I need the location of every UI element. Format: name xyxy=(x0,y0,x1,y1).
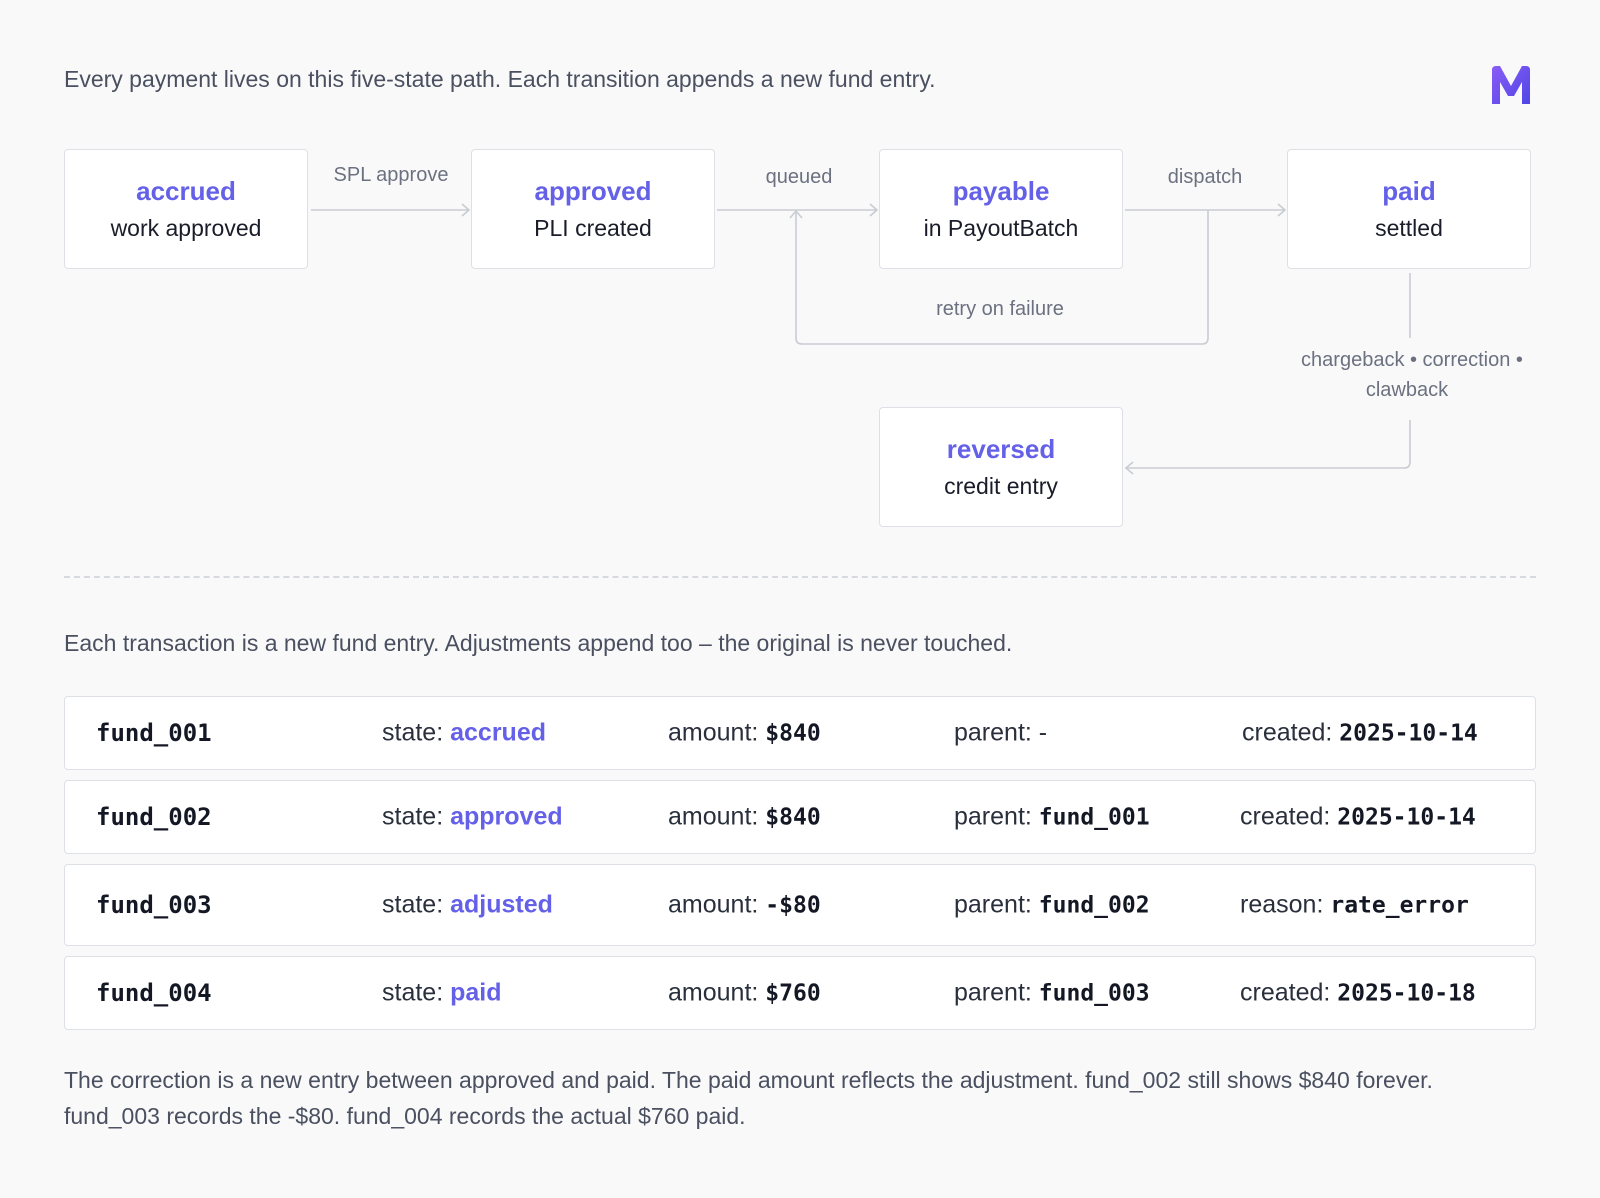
fund-id: fund_002 xyxy=(96,803,212,831)
created-value: 2025-10-14 xyxy=(1337,804,1476,831)
fund-id: fund_004 xyxy=(96,979,212,1007)
created-field: created: 2025-10-18 xyxy=(1240,978,1476,1007)
label-spl-approve: SPL approve xyxy=(333,164,449,186)
ledger-footnote: The correction is a new entry between ap… xyxy=(64,1067,1433,1129)
parent-value: fund_003 xyxy=(1038,980,1150,1007)
state-paid: paid settled xyxy=(1287,149,1531,269)
created-field: created: 2025-10-14 xyxy=(1240,802,1476,831)
state-name: approved xyxy=(534,176,652,206)
state-description: credit entry xyxy=(944,473,1058,499)
state-value: adjusted xyxy=(450,890,553,919)
state-name: payable xyxy=(952,176,1050,206)
created-value: 2025-10-14 xyxy=(1339,720,1478,747)
state-description: work approved xyxy=(110,215,262,241)
amount-value: $840 xyxy=(765,804,821,831)
state-description: in PayoutBatch xyxy=(923,215,1079,241)
reason-field: reason: rate_error xyxy=(1240,890,1469,919)
brand-logo xyxy=(1492,66,1530,104)
amount-field: amount: $760 xyxy=(668,978,821,1007)
amount-value: $840 xyxy=(765,720,821,747)
parent-value: fund_001 xyxy=(1038,804,1150,831)
label-dispatch: dispatch xyxy=(1167,166,1243,188)
state-description: settled xyxy=(1375,215,1443,241)
diagram-intro: Every payment lives on this five-state p… xyxy=(64,66,936,92)
reason-value: rate_error xyxy=(1330,892,1469,919)
amount-value: -$80 xyxy=(765,892,821,919)
parent-field: parent: fund_002 xyxy=(954,890,1150,919)
state-field: state: approved xyxy=(382,802,563,831)
state-payable: payable in PayoutBatch xyxy=(879,149,1123,269)
amount-value: $760 xyxy=(765,980,821,1007)
parent-field: parent: - xyxy=(954,718,1048,747)
label-queued: queued xyxy=(765,166,833,188)
ledger-row: fund_002 state: approved amount: $840 pa… xyxy=(64,780,1536,854)
label-retry: retry on failure xyxy=(936,298,1064,320)
parent-value: - xyxy=(1038,718,1048,747)
fund-id: fund_001 xyxy=(96,719,212,747)
state-name: accrued xyxy=(136,176,236,206)
state-accrued: accrued work approved xyxy=(64,149,308,269)
amount-field: amount: $840 xyxy=(668,802,821,831)
parent-field: parent: fund_001 xyxy=(954,802,1150,831)
state-field: state: adjusted xyxy=(382,890,553,919)
amount-field: amount: $840 xyxy=(668,718,821,747)
state-reversed: reversed credit entry xyxy=(879,407,1123,527)
state-value: paid xyxy=(450,978,502,1007)
created-field: created: 2025-10-14 xyxy=(1242,718,1478,747)
created-value: 2025-10-18 xyxy=(1337,980,1476,1007)
label-reverse-reasons-cont: clawback xyxy=(1365,379,1449,401)
ledger-row: fund_003 state: adjusted amount: -$80 pa… xyxy=(64,864,1536,946)
state-value: accrued xyxy=(450,718,546,747)
label-reverse-reasons: chargeback • correction • xyxy=(1301,349,1523,371)
ledger-intro: Each transaction is a new fund entry. Ad… xyxy=(64,630,1013,656)
amount-field: amount: -$80 xyxy=(668,890,821,919)
state-name: paid xyxy=(1382,176,1436,206)
state-description: PLI created xyxy=(534,215,652,241)
ledger-row: fund_004 state: paid amount: $760 parent… xyxy=(64,956,1536,1030)
parent-field: parent: fund_003 xyxy=(954,978,1150,1007)
ledger-row: fund_001 state: accrued amount: $840 par… xyxy=(64,696,1536,770)
state-field: state: accrued xyxy=(382,718,546,747)
edge-paid-reversed xyxy=(1126,420,1411,469)
section-divider xyxy=(64,576,1536,578)
parent-value: fund_002 xyxy=(1038,892,1150,919)
fund-id: fund_003 xyxy=(96,891,212,919)
state-approved: approved PLI created xyxy=(471,149,715,269)
state-field: state: paid xyxy=(382,978,502,1007)
state-value: approved xyxy=(450,802,563,831)
state-name: reversed xyxy=(946,434,1056,464)
